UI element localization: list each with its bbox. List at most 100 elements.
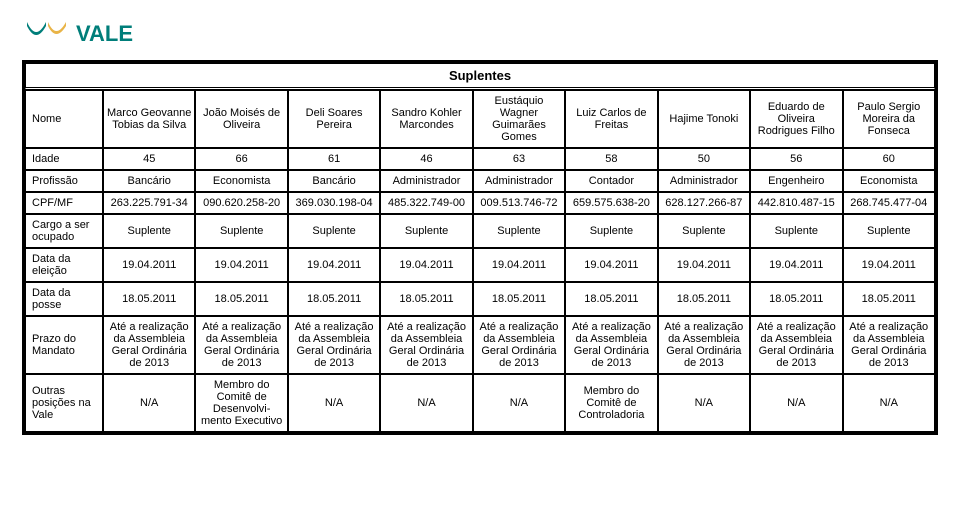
cell: 19.04.2011 — [195, 248, 287, 282]
cell: 485.322.749-00 — [380, 192, 472, 214]
cell: 263.225.791-34 — [103, 192, 195, 214]
cell: Engenheiro — [750, 170, 842, 192]
cell: 19.04.2011 — [288, 248, 380, 282]
suplentes-table: Suplentes Nome Marco Geovanne Tobias da … — [22, 60, 938, 435]
cell: João Moisés de Oliveira — [195, 90, 287, 148]
cell: Membro do Comitê de Controladoria — [565, 374, 657, 432]
label-idade: Idade — [25, 148, 103, 170]
cell: 659.575.638-20 — [565, 192, 657, 214]
cell: 19.04.2011 — [565, 248, 657, 282]
label-prazo: Prazo do Mandato — [25, 316, 103, 374]
label-nome: Nome — [25, 90, 103, 148]
cell: 19.04.2011 — [843, 248, 936, 282]
cell: Deli Soares Pereira — [288, 90, 380, 148]
row-cargo: Cargo a ser ocupado Suplente Suplente Su… — [25, 214, 935, 248]
cell: Até a realização da Assembleia Geral Ord… — [195, 316, 287, 374]
cell: Economista — [195, 170, 287, 192]
cell: Membro do Comitê de Desenvolvi-mento Exe… — [195, 374, 287, 432]
cell: 60 — [843, 148, 936, 170]
cell: 18.05.2011 — [195, 282, 287, 316]
cell: 18.05.2011 — [473, 282, 565, 316]
cell: 18.05.2011 — [565, 282, 657, 316]
cell: Suplente — [288, 214, 380, 248]
cell: Suplente — [380, 214, 472, 248]
label-posse: Data da posse — [25, 282, 103, 316]
cell: 009.513.746-72 — [473, 192, 565, 214]
cell: 442.810.487-15 — [750, 192, 842, 214]
cell: Até a realização da Assembleia Geral Ord… — [565, 316, 657, 374]
cell: N/A — [103, 374, 195, 432]
cell: Suplente — [565, 214, 657, 248]
cell: N/A — [843, 374, 936, 432]
cell: Suplente — [658, 214, 750, 248]
cell: 63 — [473, 148, 565, 170]
row-posse: Data da posse 18.05.2011 18.05.2011 18.0… — [25, 282, 935, 316]
cell: 19.04.2011 — [380, 248, 472, 282]
vale-logo: VALE — [22, 14, 938, 50]
cell: Luiz Carlos de Freitas — [565, 90, 657, 148]
cell: 58 — [565, 148, 657, 170]
cell: 18.05.2011 — [380, 282, 472, 316]
cell: Bancário — [103, 170, 195, 192]
cell: 66 — [195, 148, 287, 170]
label-cargo: Cargo a ser ocupado — [25, 214, 103, 248]
cell: Até a realização da Assembleia Geral Ord… — [288, 316, 380, 374]
cell: Até a realização da Assembleia Geral Ord… — [658, 316, 750, 374]
label-outras: Outras posições na Vale — [25, 374, 103, 432]
cell: Eustáquio Wagner Guimarães Gomes — [473, 90, 565, 148]
label-profissao: Profissão — [25, 170, 103, 192]
cell: Sandro Kohler Marcondes — [380, 90, 472, 148]
cell: Até a realização da Assembleia Geral Ord… — [103, 316, 195, 374]
cell: 46 — [380, 148, 472, 170]
cell: 18.05.2011 — [658, 282, 750, 316]
cell: 628.127.266-87 — [658, 192, 750, 214]
cell: Até a realização da Assembleia Geral Ord… — [380, 316, 472, 374]
cell: Eduardo de Oliveira Rodrigues Filho — [750, 90, 842, 148]
cell: 18.05.2011 — [103, 282, 195, 316]
cell: 090.620.258-20 — [195, 192, 287, 214]
cell: Suplente — [103, 214, 195, 248]
cell: N/A — [288, 374, 380, 432]
cell: 18.05.2011 — [750, 282, 842, 316]
row-idade: Idade 45 66 61 46 63 58 50 56 60 — [25, 148, 935, 170]
cell: 18.05.2011 — [843, 282, 936, 316]
cell: Administrador — [658, 170, 750, 192]
cell: 19.04.2011 — [658, 248, 750, 282]
cell: Administrador — [380, 170, 472, 192]
cell: N/A — [750, 374, 842, 432]
cell: Paulo Sergio Moreira da Fonseca — [843, 90, 936, 148]
label-eleicao: Data da eleição — [25, 248, 103, 282]
row-cpf: CPF/MF 263.225.791-34 090.620.258-20 369… — [25, 192, 935, 214]
cell: Até a realização da Assembleia Geral Ord… — [750, 316, 842, 374]
cell: 56 — [750, 148, 842, 170]
cell: 268.745.477-04 — [843, 192, 936, 214]
svg-text:VALE: VALE — [76, 21, 133, 46]
row-nome: Nome Marco Geovanne Tobias da Silva João… — [25, 90, 935, 148]
cell: 61 — [288, 148, 380, 170]
cell: Suplente — [843, 214, 936, 248]
cell: Suplente — [473, 214, 565, 248]
cell: N/A — [380, 374, 472, 432]
cell: 19.04.2011 — [473, 248, 565, 282]
cell: Administrador — [473, 170, 565, 192]
cell: 50 — [658, 148, 750, 170]
cell: Economista — [843, 170, 936, 192]
label-cpf: CPF/MF — [25, 192, 103, 214]
row-prazo: Prazo do Mandato Até a realização da Ass… — [25, 316, 935, 374]
cell: Suplente — [195, 214, 287, 248]
cell: 19.04.2011 — [750, 248, 842, 282]
cell: 18.05.2011 — [288, 282, 380, 316]
cell: Até a realização da Assembleia Geral Ord… — [843, 316, 936, 374]
cell: Contador — [565, 170, 657, 192]
cell: 19.04.2011 — [103, 248, 195, 282]
cell: N/A — [473, 374, 565, 432]
row-outras: Outras posições na Vale N/A Membro do Co… — [25, 374, 935, 432]
cell: 369.030.198-04 — [288, 192, 380, 214]
cell: Até a realização da Assembleia Geral Ord… — [473, 316, 565, 374]
row-profissao: Profissão Bancário Economista Bancário A… — [25, 170, 935, 192]
row-eleicao: Data da eleição 19.04.2011 19.04.2011 19… — [25, 248, 935, 282]
cell: Marco Geovanne Tobias da Silva — [103, 90, 195, 148]
cell: Bancário — [288, 170, 380, 192]
cell: Hajime Tonoki — [658, 90, 750, 148]
cell: Suplente — [750, 214, 842, 248]
